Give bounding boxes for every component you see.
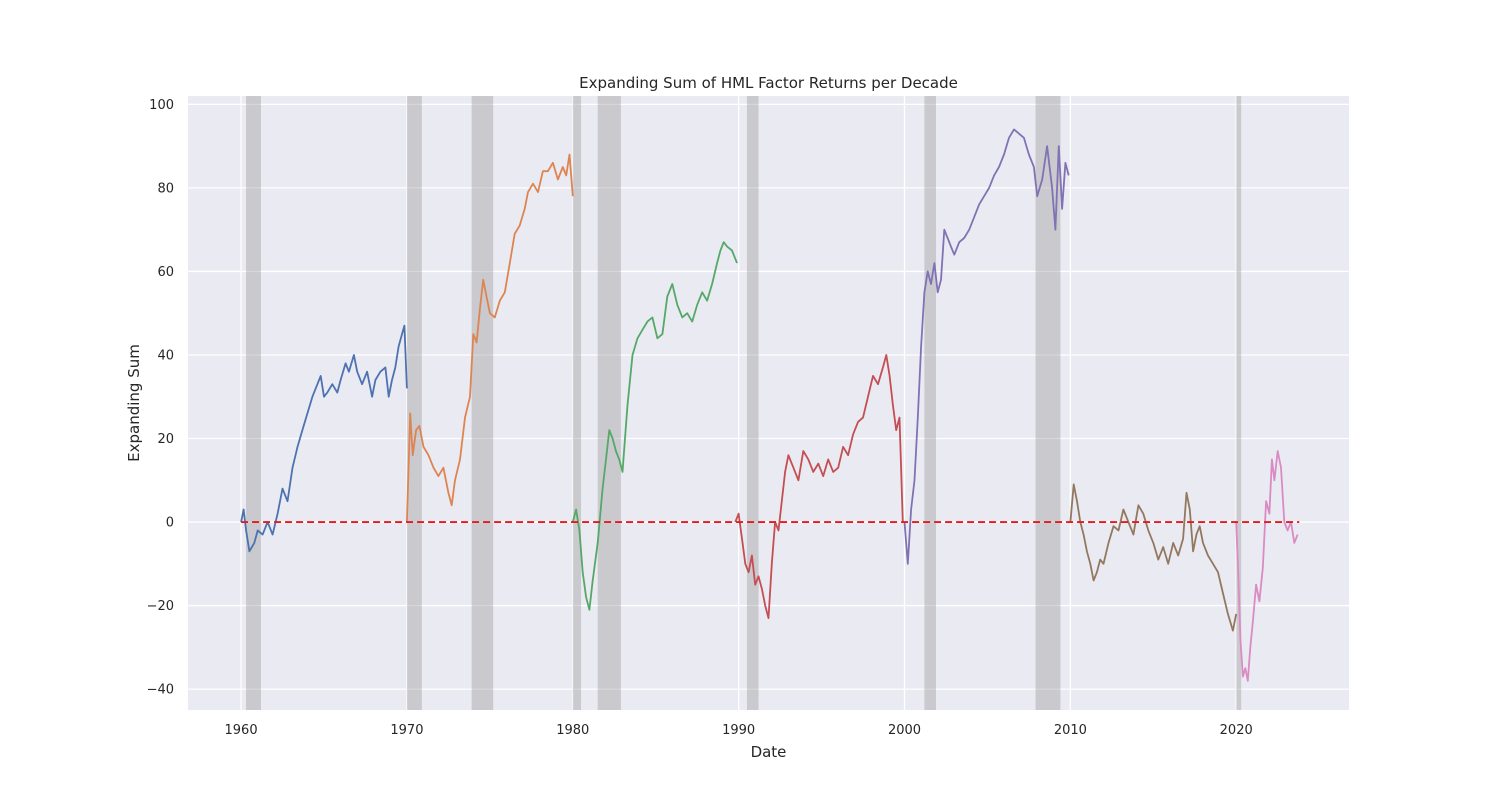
y-tick-label: 40 (157, 348, 174, 363)
shaded-region (746, 96, 759, 710)
shaded-region (924, 96, 937, 710)
y-axis-label: Expanding Sum (125, 344, 143, 462)
shaded-region (406, 96, 422, 710)
y-tick-label: 60 (157, 265, 174, 280)
series-line (734, 354, 904, 619)
shaded-regions (246, 96, 1242, 710)
x-tick-label: 2020 (1220, 723, 1253, 738)
x-tick-label: 1970 (390, 723, 423, 738)
x-tick-label: 2000 (888, 723, 921, 738)
x-axis-label: Date (751, 743, 787, 761)
shaded-region (246, 96, 261, 710)
shaded-region (1236, 96, 1242, 710)
series-line (903, 128, 1070, 565)
y-axis-ticks: −40 −20 0 20 40 60 80 100 (147, 98, 174, 698)
series-line (571, 241, 738, 611)
y-tick-label: −20 (147, 599, 174, 614)
shaded-region (471, 96, 494, 710)
x-tick-label: 2010 (1054, 723, 1087, 738)
series-line (1069, 483, 1238, 632)
chart-title: Expanding Sum of HML Factor Returns per … (579, 74, 958, 92)
y-tick-label: −40 (147, 683, 174, 698)
x-tick-label: 1960 (225, 723, 258, 738)
x-tick-label: 1990 (722, 723, 755, 738)
y-tick-label: 80 (157, 181, 174, 196)
series-line (1235, 450, 1299, 682)
series-line (406, 153, 574, 523)
y-tick-label: 100 (149, 98, 174, 113)
shaded-region (597, 96, 621, 710)
shaded-region (572, 96, 582, 710)
x-axis-ticks: 1960 1970 1980 1990 2000 2010 2020 (225, 723, 1253, 738)
series-lines (240, 128, 1299, 682)
y-tick-label: 0 (166, 516, 174, 531)
y-tick-label: 20 (157, 432, 174, 447)
x-tick-label: 1980 (556, 723, 589, 738)
series-line (240, 324, 408, 553)
